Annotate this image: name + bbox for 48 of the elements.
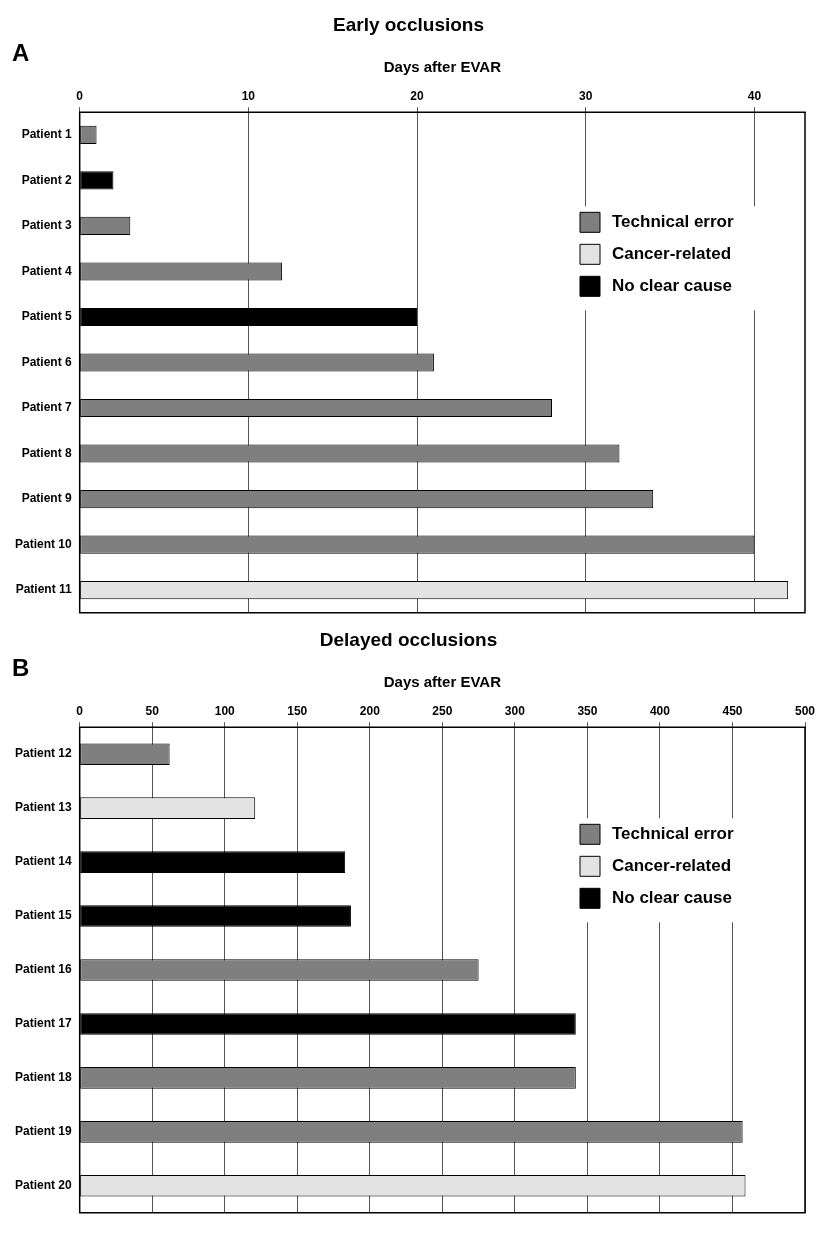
x-tick-label: 150	[287, 704, 308, 719]
y-tick-label: Patient 11	[15, 582, 73, 597]
x-tick-label: 30	[579, 89, 593, 104]
text: B	[12, 653, 30, 681]
x-tick-label: 40	[747, 89, 762, 104]
x-tick-label: 500	[794, 704, 816, 719]
legend-label: Cancer-related	[612, 244, 732, 264]
legend-label: No clear cause	[612, 888, 733, 908]
y-tick-label: Patient 6	[21, 354, 73, 369]
x-tick-label: 50	[145, 704, 160, 719]
y-tick-label: Patient 1	[21, 127, 73, 142]
x-tick-label: 350	[577, 704, 598, 719]
y-tick-label: Patient 3	[21, 218, 73, 233]
y-tick-label: Patient 19	[14, 1124, 72, 1139]
legend-label: Technical error	[612, 824, 734, 844]
x-tick-label: 450	[722, 704, 743, 719]
x-tick-label: 200	[359, 704, 381, 719]
x-axis-title: Days after EVAR	[383, 672, 502, 690]
x-tick-label: 100	[214, 704, 236, 719]
y-tick-label: Patient 12	[14, 746, 72, 761]
y-tick-label: Patient 16	[14, 962, 72, 977]
y-tick-label: Patient 8	[21, 445, 73, 460]
x-tick-label: 0	[76, 89, 84, 104]
x-tick-label: 250	[432, 704, 453, 719]
chart-title: Delayed occlusions	[319, 628, 498, 650]
y-tick-label: Patient 4	[21, 263, 73, 278]
legend-label: Technical error	[612, 212, 734, 232]
x-tick-label: 400	[649, 704, 671, 719]
y-tick-label: Patient 9	[21, 491, 73, 506]
y-tick-label: Patient 15	[14, 908, 72, 923]
x-tick-label: 10	[241, 89, 256, 104]
x-axis-title: Days after EVAR	[383, 57, 502, 75]
y-tick-label: Patient 13	[14, 800, 72, 815]
text: A	[12, 38, 30, 66]
chart-title: Early occlusions	[332, 13, 485, 35]
y-tick-label: Patient 2	[21, 172, 73, 187]
x-tick-label: 300	[504, 704, 526, 719]
y-tick-label: Patient 7	[21, 400, 73, 415]
legend-label: No clear cause	[612, 276, 733, 296]
y-tick-label: Patient 10	[14, 536, 72, 551]
legend-label: Cancer-related	[612, 856, 732, 876]
y-tick-label: Patient 18	[14, 1070, 72, 1085]
y-tick-label: Patient 20	[14, 1178, 72, 1193]
y-tick-label: Patient 17	[14, 1016, 72, 1031]
x-tick-label: 0	[76, 704, 84, 719]
y-tick-label: Patient 5	[21, 309, 73, 324]
x-tick-label: 20	[410, 89, 425, 104]
y-tick-label: Patient 14	[14, 854, 72, 869]
